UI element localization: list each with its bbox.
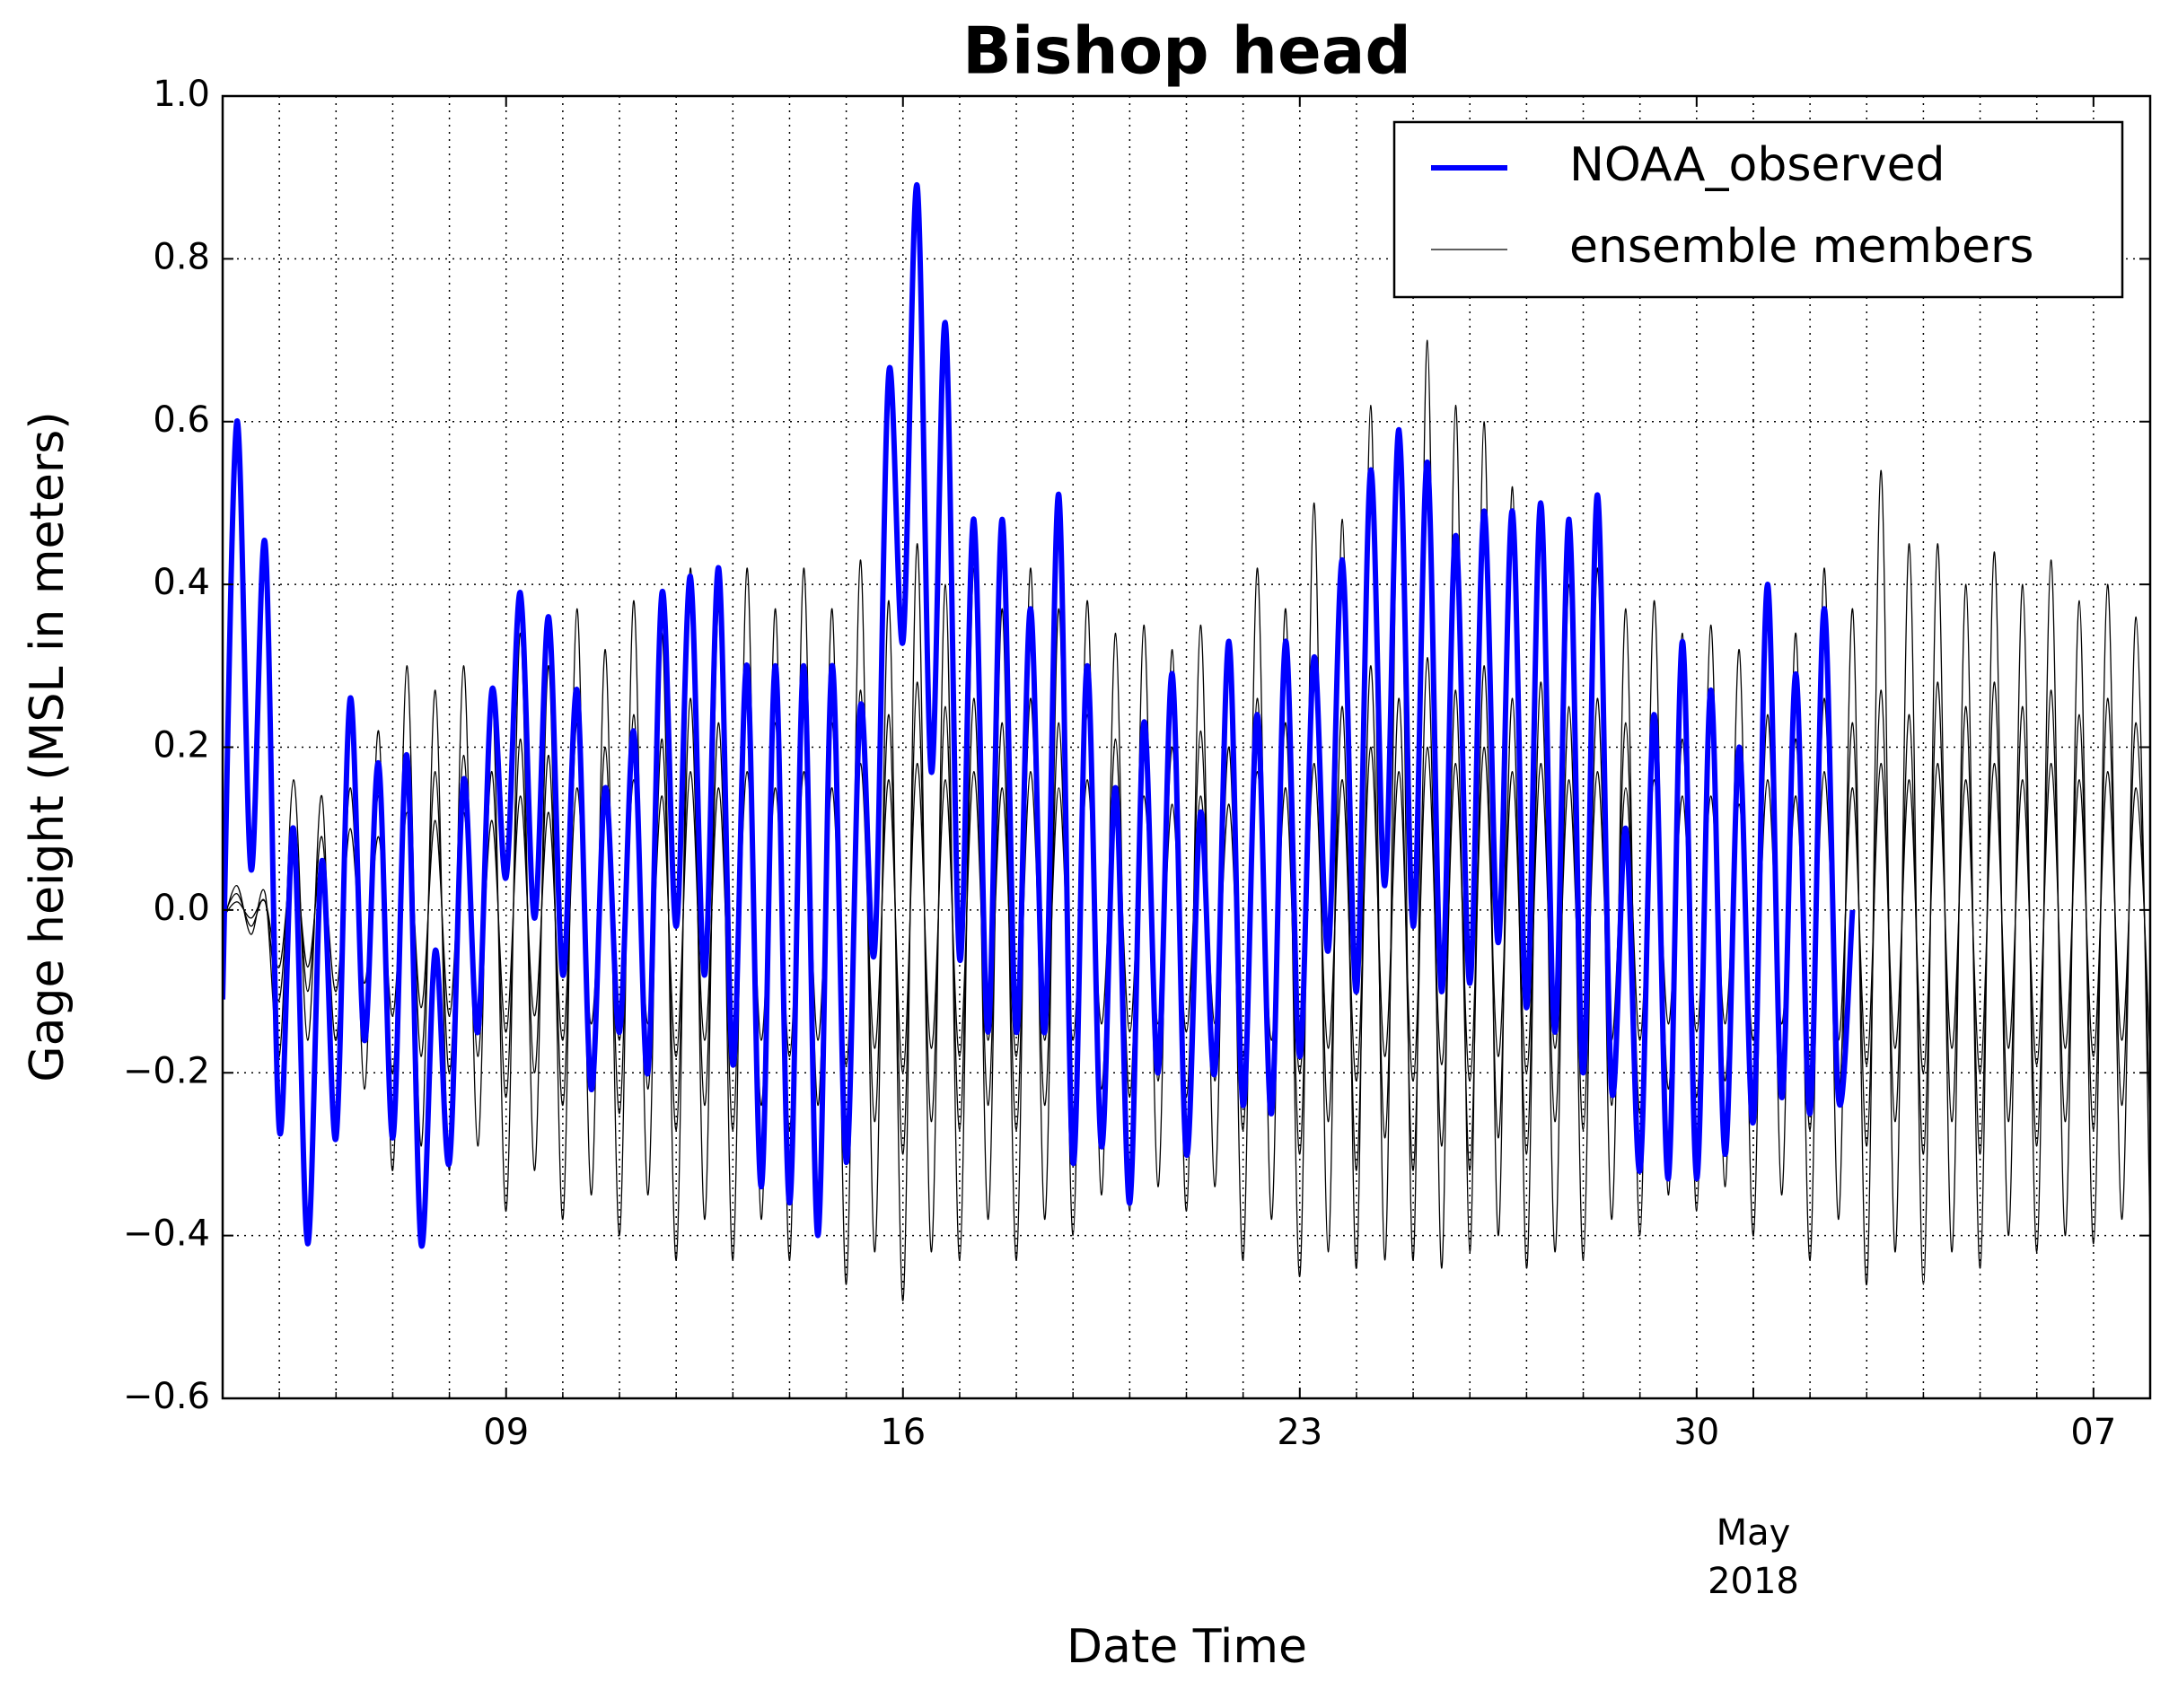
x-axis-label: Date Time bbox=[1067, 1620, 1307, 1674]
x-tick-label: 16 bbox=[880, 1412, 926, 1453]
y-tick-label: 0.4 bbox=[153, 562, 210, 603]
plot-lines bbox=[223, 182, 2150, 1301]
observed-line bbox=[223, 182, 1856, 1249]
chart-title: Bishop head bbox=[962, 13, 1411, 89]
y-tick-label: −0.2 bbox=[123, 1050, 210, 1091]
x-tick-label: 2018 bbox=[1708, 1561, 1799, 1602]
grid bbox=[223, 95, 2150, 1399]
ensemble-line bbox=[223, 339, 2150, 1301]
x-tick-label: 07 bbox=[2070, 1412, 2116, 1453]
x-tick-label: May bbox=[1717, 1512, 1791, 1554]
y-tick-label: −0.6 bbox=[123, 1376, 210, 1417]
x-tick-label: 09 bbox=[483, 1412, 529, 1453]
x-tick-label: 30 bbox=[1673, 1412, 1719, 1453]
legend: NOAA_observed ensemble members bbox=[1392, 120, 2124, 299]
legend-box bbox=[1392, 120, 2124, 299]
y-tick-label: 0.2 bbox=[153, 725, 210, 766]
y-tick-label: 0.0 bbox=[153, 888, 210, 929]
y-tick-label: 0.8 bbox=[153, 236, 210, 277]
y-tick-label: −0.4 bbox=[123, 1213, 210, 1255]
y-tick-label: 0.6 bbox=[153, 399, 210, 441]
y-axis-label: Gage height (MSL in meters) bbox=[21, 411, 75, 1082]
x-tick-label: 23 bbox=[1277, 1412, 1322, 1453]
legend-label: ensemble members bbox=[1569, 220, 2033, 274]
legend-label: NOAA_observed bbox=[1569, 138, 1945, 192]
ticks: −0.6 −0.4 −0.2 0.0 0.2 0.4 0.6 0.8 1.0 09 16 23 30 07… bbox=[123, 74, 2150, 1602]
y-tick-label: 1.0 bbox=[153, 74, 210, 115]
